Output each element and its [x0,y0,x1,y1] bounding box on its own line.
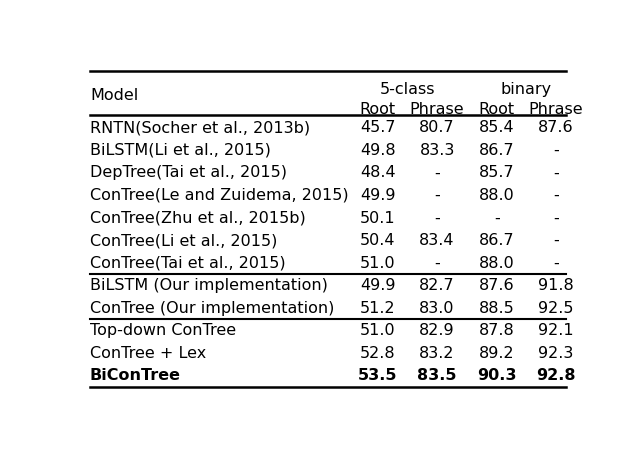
Text: binary: binary [501,82,552,97]
Text: -: - [435,188,440,203]
Text: -: - [554,233,559,248]
Text: BiLSTM (Our implementation): BiLSTM (Our implementation) [90,278,328,293]
Text: 51.2: 51.2 [360,301,396,316]
Text: 50.1: 50.1 [360,211,396,226]
Text: 82.7: 82.7 [419,278,455,293]
Text: -: - [435,211,440,226]
Text: 51.0: 51.0 [360,323,396,338]
Text: 89.2: 89.2 [479,346,515,361]
Text: Root: Root [479,102,515,117]
Text: ConTree (Our implementation): ConTree (Our implementation) [90,301,334,316]
Text: BiLSTM(Li et al., 2015): BiLSTM(Li et al., 2015) [90,143,271,158]
Text: 83.0: 83.0 [419,301,455,316]
Text: 80.7: 80.7 [419,120,455,135]
Text: Root: Root [360,102,396,117]
Text: 85.7: 85.7 [479,166,515,180]
Text: 92.8: 92.8 [536,368,576,383]
Text: 45.7: 45.7 [360,120,396,135]
Text: ConTree(Zhu et al., 2015b): ConTree(Zhu et al., 2015b) [90,211,306,226]
Text: Top-down ConTree: Top-down ConTree [90,323,236,338]
Text: Phrase: Phrase [410,102,465,117]
Text: DepTree(Tai et al., 2015): DepTree(Tai et al., 2015) [90,166,287,180]
Text: ConTree(Le and Zuidema, 2015): ConTree(Le and Zuidema, 2015) [90,188,349,203]
Text: 87.8: 87.8 [479,323,515,338]
Text: 48.4: 48.4 [360,166,396,180]
Text: 53.5: 53.5 [358,368,397,383]
Text: -: - [554,188,559,203]
Text: 49.9: 49.9 [360,188,396,203]
Text: 87.6: 87.6 [538,120,574,135]
Text: 92.5: 92.5 [538,301,574,316]
Text: 90.3: 90.3 [477,368,516,383]
Text: 86.7: 86.7 [479,143,515,158]
Text: 83.3: 83.3 [419,143,455,158]
Text: 52.8: 52.8 [360,346,396,361]
Text: -: - [435,255,440,270]
Text: -: - [554,143,559,158]
Text: 83.2: 83.2 [419,346,455,361]
Text: 51.0: 51.0 [360,255,396,270]
Text: 5-class: 5-class [380,82,435,97]
Text: 83.4: 83.4 [419,233,455,248]
Text: 82.9: 82.9 [419,323,455,338]
Text: 92.1: 92.1 [538,323,574,338]
Text: -: - [554,166,559,180]
Text: Model: Model [90,88,138,103]
Text: -: - [435,166,440,180]
Text: 85.4: 85.4 [479,120,515,135]
Text: 49.9: 49.9 [360,278,396,293]
Text: 83.5: 83.5 [417,368,457,383]
Text: 87.6: 87.6 [479,278,515,293]
Text: BiConTree: BiConTree [90,368,181,383]
Text: 88.0: 88.0 [479,255,515,270]
Text: 49.8: 49.8 [360,143,396,158]
Text: 50.4: 50.4 [360,233,396,248]
Text: -: - [554,211,559,226]
Text: ConTree(Tai et al., 2015): ConTree(Tai et al., 2015) [90,255,285,270]
Text: 92.3: 92.3 [538,346,574,361]
Text: ConTree + Lex: ConTree + Lex [90,346,206,361]
Text: 86.7: 86.7 [479,233,515,248]
Text: 88.0: 88.0 [479,188,515,203]
Text: -: - [494,211,499,226]
Text: 88.5: 88.5 [479,301,515,316]
Text: ConTree(Li et al., 2015): ConTree(Li et al., 2015) [90,233,277,248]
Text: -: - [554,255,559,270]
Text: RNTN(Socher et al., 2013b): RNTN(Socher et al., 2013b) [90,120,310,135]
Text: Phrase: Phrase [529,102,584,117]
Text: 91.8: 91.8 [538,278,574,293]
